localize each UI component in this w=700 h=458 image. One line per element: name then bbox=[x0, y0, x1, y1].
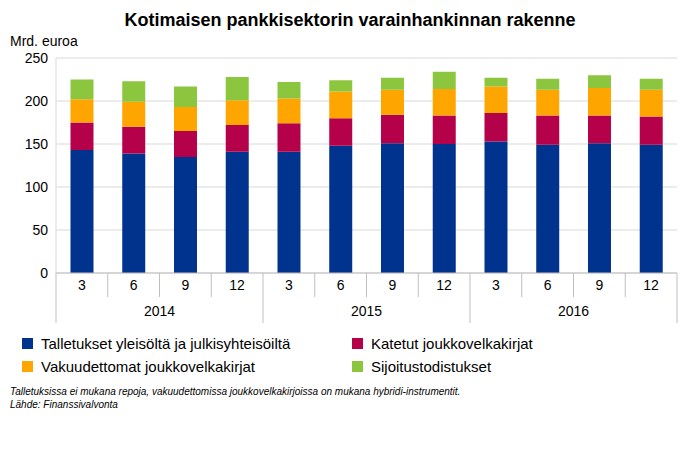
svg-text:12: 12 bbox=[436, 277, 452, 293]
svg-text:200: 200 bbox=[25, 93, 49, 109]
svg-text:50: 50 bbox=[32, 222, 48, 238]
svg-text:2015: 2015 bbox=[351, 303, 382, 319]
html-text:Talletukset yleisöltä ja julki: Talletukset yleisöltä ja julkisyhteisöil… bbox=[41, 335, 291, 352]
svg-text:250: 250 bbox=[25, 50, 49, 66]
svg-text:12: 12 bbox=[643, 277, 659, 293]
html-text:Vakuudettomat joukkovelkakirja: Vakuudettomat joukkovelkakirjat bbox=[41, 358, 255, 375]
svg-text:6: 6 bbox=[337, 277, 345, 293]
svg-text:2014: 2014 bbox=[144, 303, 175, 319]
html-text:Lähde: Finanssivalvonta: Lähde: Finanssivalvonta bbox=[10, 399, 118, 410]
svg-text:9: 9 bbox=[388, 277, 396, 293]
svg-text:9: 9 bbox=[595, 277, 603, 293]
svg-text:3: 3 bbox=[285, 277, 293, 293]
svg-text:9: 9 bbox=[181, 277, 189, 293]
svg-text:6: 6 bbox=[130, 277, 138, 293]
svg-text:3: 3 bbox=[78, 277, 86, 293]
svg-text:0: 0 bbox=[40, 265, 48, 281]
svg-text:2016: 2016 bbox=[558, 303, 589, 319]
html-text:Katetut joukkovelkakirjat: Katetut joukkovelkakirjat bbox=[371, 335, 533, 352]
html-text:Sijoitustodistukset: Sijoitustodistukset bbox=[371, 358, 492, 375]
html-text:Kotimaisen pankkisektorin vara: Kotimaisen pankkisektorin varainhankinna… bbox=[124, 10, 576, 30]
svg-text:150: 150 bbox=[25, 136, 49, 152]
html-text:Talletuksissa ei mukana repoja: Talletuksissa ei mukana repoja, vakuudet… bbox=[10, 386, 461, 397]
html-text:Mrd. euroa: Mrd. euroa bbox=[10, 33, 78, 49]
svg-text:100: 100 bbox=[25, 179, 49, 195]
svg-text:3: 3 bbox=[492, 277, 500, 293]
svg-text:12: 12 bbox=[229, 277, 245, 293]
svg-text:6: 6 bbox=[544, 277, 552, 293]
